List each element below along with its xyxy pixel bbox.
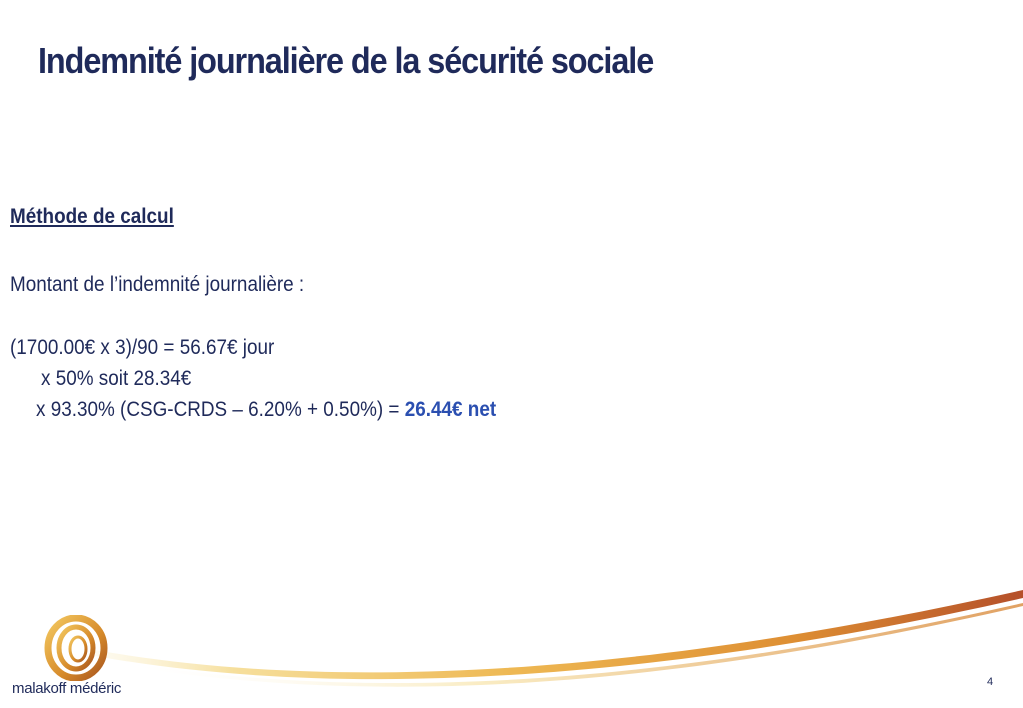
intro-line: Montant de l’indemnité journalière :: [10, 273, 305, 296]
calc-line-1: (1700.00€ x 3)/90 = 56.67€ jour: [10, 336, 275, 359]
result-value: 26.44€ net: [404, 398, 497, 421]
section-heading: Méthode de calcul: [10, 205, 174, 228]
slide-title: Indemnité journalière de la sécurité soc…: [38, 40, 654, 81]
rings-logo-icon: [44, 615, 108, 681]
calc-line-3-prefix: x 93.30% (CSG-CRDS – 6.20% + 0.50%) =: [36, 398, 405, 421]
calc-line-2: x 50% soit 28.34€: [41, 367, 192, 390]
page-number: 4: [987, 676, 994, 688]
brand-name: malakoff médéric: [12, 680, 122, 697]
calc-line-3: x 93.30% (CSG-CRDS – 6.20% + 0.50%) = 26…: [36, 398, 496, 422]
